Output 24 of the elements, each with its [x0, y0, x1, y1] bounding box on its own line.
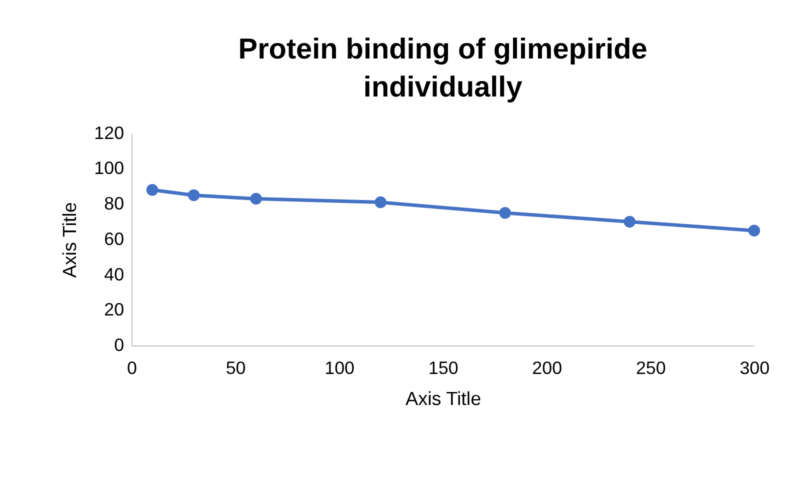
- y-tick-label: 80: [104, 194, 124, 214]
- point: [374, 196, 386, 208]
- y-tick-label: 40: [104, 264, 124, 284]
- point: [499, 207, 511, 219]
- x-tick-label: 0: [127, 358, 138, 378]
- x-tick-label: 100: [324, 358, 355, 378]
- y-tick-label: 20: [104, 300, 124, 320]
- point: [250, 192, 262, 205]
- y-tick-label: 120: [94, 122, 124, 143]
- point: [748, 224, 760, 236]
- x-tick-label: 300: [740, 358, 770, 378]
- y-tick-label: 60: [104, 228, 124, 249]
- chart-title: Protein binding of glimepiride individually: [238, 34, 648, 104]
- y-tick-label: 100: [94, 158, 124, 178]
- y-axis-title: Axis Title: [60, 202, 82, 278]
- point: [624, 216, 636, 228]
- point: [188, 189, 200, 202]
- y-tick-label: 0: [114, 335, 124, 356]
- x-tick-label: 150: [428, 358, 458, 378]
- x-axis-title: Axis Title: [406, 388, 482, 410]
- x-tick-label: 50: [226, 358, 246, 378]
- x-tick-label: 250: [636, 358, 666, 378]
- x-tick-label: 200: [532, 358, 562, 378]
- point: [146, 184, 158, 196]
